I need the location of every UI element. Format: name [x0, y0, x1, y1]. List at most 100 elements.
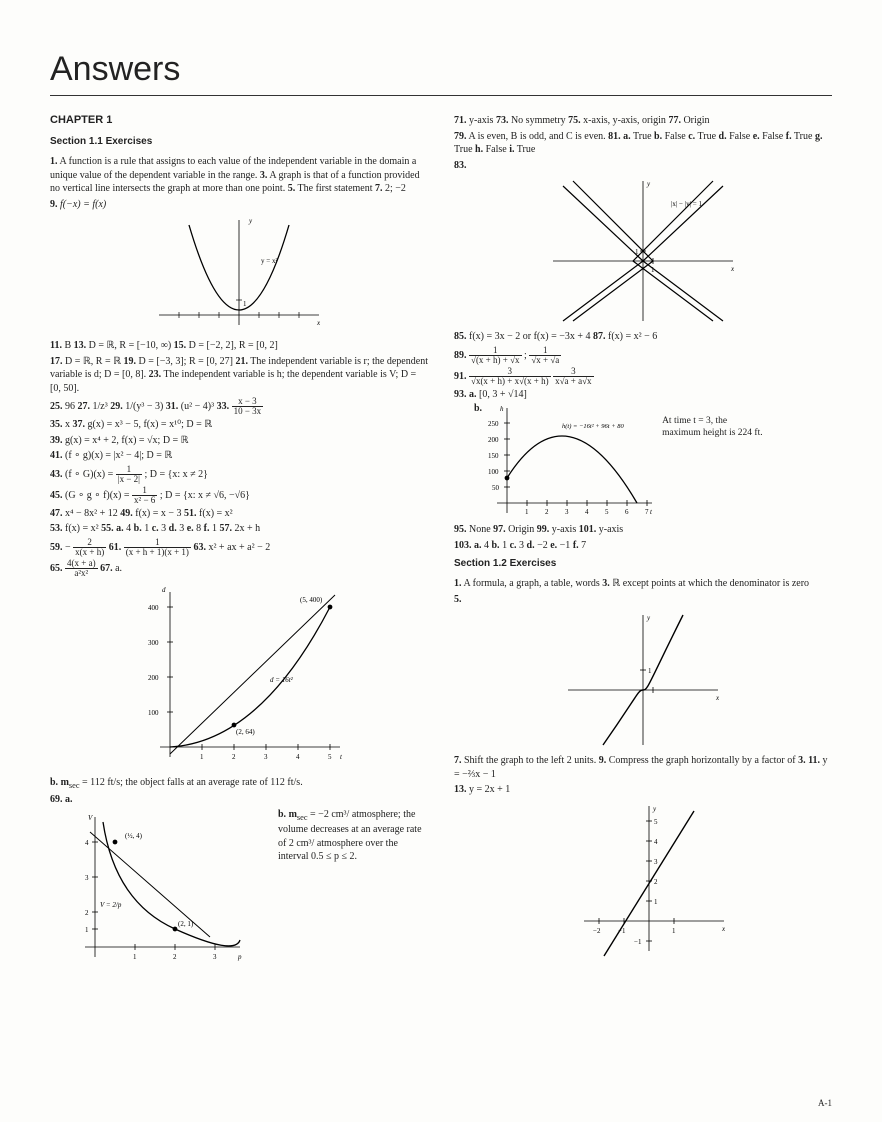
ans-text: ; D = {x: x ≠ √6, −√6} — [160, 489, 250, 500]
svg-text:5: 5 — [605, 508, 609, 516]
ans-text: 91. — [454, 370, 469, 381]
frac-bot: a²x² — [65, 569, 98, 578]
answer-block: 65. 4(x + a)a²x² 67. a. — [50, 559, 428, 578]
answer-block: 39. g(x) = x⁴ + 2, f(x) = √x; D = ℝ — [50, 434, 428, 448]
svg-text:200: 200 — [488, 436, 499, 444]
ans-text: = 112 ft/s; the object falls at an avera… — [80, 777, 303, 788]
page-number: A-1 — [818, 1098, 832, 1108]
ans-text: 11. B 13. D = ℝ, R = [−10, ∞) 15. D = [−… — [50, 340, 278, 351]
svg-text:−2: −2 — [593, 927, 601, 935]
ans-text: 93. a. [0, 3 + √14] — [454, 389, 527, 400]
svg-text:5: 5 — [654, 818, 658, 826]
chart-label: V = 2/p — [100, 901, 122, 909]
ans-text: 85. f(x) = 3x − 2 or f(x) = −3x + 4 87. … — [454, 331, 657, 342]
ans-text: 95. None 97. Origin 99. y-axis 101. y-ax… — [454, 524, 623, 535]
cubic-chart: 1 x y — [558, 610, 728, 750]
chart-label: d = 16t² — [270, 676, 294, 684]
svg-text:300: 300 — [148, 639, 159, 647]
frac-top: 1 — [124, 538, 191, 548]
ans-text: 67. a. — [100, 562, 122, 573]
ans-text: 41. (f ∘ g)(x) = |x² − 4|; D = ℝ — [50, 450, 172, 461]
answer-block: 5. — [454, 593, 832, 607]
frac-top: 3 — [469, 367, 551, 377]
svg-text:x: x — [715, 694, 720, 702]
ans-text: b. m — [278, 809, 297, 820]
svg-text:4: 4 — [296, 753, 300, 761]
ans-text: ; D = {x: x ≠ 2} — [144, 468, 208, 479]
ans-text: The first statement — [295, 183, 375, 194]
chart-label: h(t) = −16t² + 96t + 80 — [562, 423, 624, 430]
chart-point-label: (2, 64) — [236, 728, 255, 736]
svg-text:4: 4 — [585, 508, 589, 516]
svg-text:p: p — [237, 953, 242, 961]
ans-text: 43. (f ∘ G)(x) = — [50, 468, 116, 479]
ans-text: 79. A is even, B is odd, and C is even. … — [454, 131, 822, 156]
frac-top: 3 — [553, 367, 593, 377]
section-heading-1-2: Section 1.2 Exercises — [454, 558, 832, 569]
ans-text: 25. 96 27. 1/z³ 29. 1/(y³ − 3) 31. (u² −… — [50, 401, 232, 412]
answer-block: 47. x⁴ − 8x² + 12 49. f(x) = x − 3 51. f… — [50, 507, 428, 521]
svg-text:4: 4 — [85, 839, 89, 847]
chart-point-label: (2, 1) — [178, 920, 194, 928]
svg-text:3: 3 — [565, 508, 569, 516]
line-chart: −1 −2 1 1 2 3 4 5 −1 y x — [574, 801, 734, 961]
ans-text: 59. − — [50, 541, 71, 552]
ans-text: 53. f(x) = x² 55. a. 4 b. 1 c. 3 d. 3 e.… — [50, 523, 260, 534]
frac-bot: (x + h + 1)(x + 1) — [124, 548, 191, 557]
answer-block: 85. f(x) = 3x − 2 or f(x) = −3x + 4 87. … — [454, 330, 832, 344]
trajectory-chart: 250 200 150 100 50 1 2 3 4 5 6 7 — [482, 403, 662, 523]
ans-text: 5. — [454, 594, 462, 605]
svg-text:1: 1 — [85, 926, 89, 934]
svg-text:h: h — [500, 405, 504, 413]
answer-block: 45. (G ∘ g ∘ f)(x) = 1x² − 6 ; D = {x: x… — [50, 486, 428, 505]
svg-text:y: y — [248, 217, 253, 225]
svg-text:1: 1 — [654, 898, 658, 906]
ans-text: 7. Shift the graph to the left 2 units. … — [454, 755, 828, 780]
svg-text:250: 250 — [488, 420, 499, 428]
frac-top: 1 — [529, 346, 561, 356]
svg-text:y: y — [646, 180, 651, 188]
svg-text:400: 400 — [148, 604, 159, 612]
ans-text: 89. — [454, 349, 469, 360]
svg-text:1: 1 — [525, 508, 529, 516]
answer-block: 93. a. [0, 3 + √14] — [454, 388, 832, 402]
svg-text:1: 1 — [648, 667, 652, 675]
svg-text:V: V — [88, 814, 93, 822]
answer-block: 53. f(x) = x² 55. a. 4 b. 1 c. 3 d. 3 e.… — [50, 522, 428, 536]
answer-block: 17. D = ℝ, R = ℝ 19. D = [−3, 3]; R = [0… — [50, 355, 428, 396]
ans-text: 17. D = ℝ, R = ℝ 19. D = [−3, 3]; R = [0… — [50, 356, 428, 394]
ans-text: 1. A formula, a graph, a table, words 3.… — [454, 578, 809, 589]
chart-label: y = x² — [261, 257, 278, 265]
chart-side-note: At time t = 3, the maximum height is 224… — [662, 403, 772, 440]
parabola-chart: y x 1 y = x² — [149, 215, 329, 335]
left-column: CHAPTER 1 Section 1.1 Exercises 1. A fun… — [50, 114, 428, 976]
svg-text:−1: −1 — [634, 938, 642, 946]
frac-bot: x(x + h) — [73, 548, 106, 557]
note-line: At time t = 3, the — [662, 416, 727, 426]
frac-bot: √x + √a — [529, 356, 561, 365]
svg-text:1: 1 — [243, 300, 247, 308]
answer-block: 59. − 2x(x + h) 61. 1(x + h + 1)(x + 1) … — [50, 538, 428, 557]
answer-block: 95. None 97. Origin 99. y-axis 101. y-ax… — [454, 523, 832, 537]
right-column: 71. y-axis 73. No symmetry 75. x-axis, y… — [454, 114, 832, 976]
ans-text: 2; −2 — [383, 183, 406, 194]
section-heading-1-1: Section 1.1 Exercises — [50, 136, 428, 147]
answer-block: 71. y-axis 73. No symmetry 75. x-axis, y… — [454, 114, 832, 128]
ans-text: 103. a. 4 b. 1 c. 3 d. −2 e. −1 f. 7 — [454, 540, 586, 551]
svg-text:t: t — [340, 753, 343, 761]
ans-text: 45. (G ∘ g ∘ f)(x) = — [50, 489, 132, 500]
answer-block: 25. 96 27. 1/z³ 29. 1/(y³ − 3) 31. (u² −… — [50, 397, 428, 416]
ans-text: 61. — [109, 541, 124, 552]
ans-text: 69. a. — [50, 794, 73, 805]
svg-text:3: 3 — [264, 753, 268, 761]
page-title: Answers — [50, 50, 832, 89]
frac-bot: 10 − 3x — [232, 407, 264, 416]
answer-block: 91. 3√x(x + h) + x√(x + h) 3x√a + a√x — [454, 367, 832, 386]
svg-text:1: 1 — [133, 953, 137, 961]
answer-block: 13. y = 2x + 1 — [454, 783, 832, 797]
svg-text:6: 6 — [625, 508, 629, 516]
svg-text:1: 1 — [672, 927, 676, 935]
svg-text:y: y — [646, 614, 651, 622]
distance-chart: 400 300 200 100 1 2 3 4 5 t — [140, 582, 350, 772]
svg-text:2: 2 — [654, 878, 658, 886]
